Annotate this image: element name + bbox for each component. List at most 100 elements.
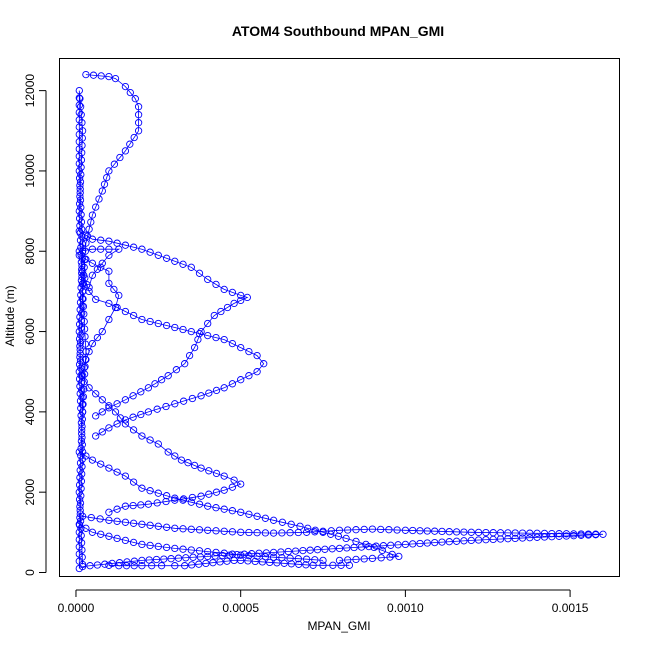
data-point	[97, 530, 105, 538]
data-point	[105, 532, 113, 540]
data-point	[105, 424, 113, 432]
data-point	[96, 515, 104, 523]
data-point	[205, 467, 213, 475]
data-point	[137, 501, 145, 509]
data-point	[253, 529, 261, 537]
data-point	[129, 519, 138, 527]
data-point	[526, 529, 534, 537]
data-point	[220, 384, 228, 392]
data-point	[75, 535, 83, 544]
data-point	[162, 492, 171, 500]
data-point	[327, 527, 335, 535]
data-point	[253, 512, 261, 520]
data-point	[218, 551, 227, 560]
data-point	[75, 174, 84, 182]
data-point	[592, 531, 600, 539]
data-point	[394, 541, 402, 549]
data-point	[75, 550, 83, 558]
data-point	[162, 321, 171, 330]
data-point	[92, 295, 100, 304]
data-point	[86, 562, 94, 570]
data-point	[204, 526, 212, 534]
data-point	[360, 555, 368, 563]
data-point	[105, 299, 113, 308]
data-point	[302, 528, 311, 536]
data-point	[81, 340, 90, 348]
data-point	[88, 528, 97, 536]
data-point	[126, 140, 134, 148]
data-point	[88, 211, 97, 219]
data-point	[304, 524, 312, 532]
data-point	[115, 245, 123, 253]
data-point	[157, 562, 166, 570]
data-point	[188, 493, 197, 502]
data-point	[79, 295, 87, 303]
data-point	[342, 534, 350, 543]
data-point	[153, 499, 161, 507]
data-point	[76, 95, 84, 103]
data-point	[409, 526, 417, 535]
data-point	[154, 522, 162, 530]
data-point	[146, 521, 154, 529]
data-point	[116, 414, 125, 422]
data-point	[212, 469, 221, 478]
data-point	[164, 372, 172, 380]
data-point	[77, 331, 85, 339]
data-point	[228, 550, 237, 558]
data-point	[171, 562, 179, 570]
data-point	[105, 508, 113, 516]
data-point	[401, 526, 410, 534]
data-point	[138, 484, 146, 492]
data-point	[95, 195, 103, 203]
data-point	[171, 400, 179, 408]
data-point	[105, 279, 113, 288]
x-axis: 0.0000 0.0005 0.0010 0.0015	[58, 589, 589, 615]
data-point	[82, 70, 90, 79]
data-point	[77, 163, 85, 171]
data-point	[134, 111, 143, 119]
data-point	[188, 561, 196, 569]
data-point	[88, 245, 97, 253]
data-point	[253, 552, 261, 560]
data-point	[76, 466, 84, 474]
data-point	[105, 72, 113, 81]
data-point	[77, 218, 86, 226]
data-point	[146, 248, 154, 256]
data-point	[105, 404, 113, 412]
data-point	[78, 415, 86, 423]
x-tick-label: 0.0000	[58, 601, 95, 615]
data-point	[467, 528, 475, 536]
data-point	[526, 534, 534, 542]
data-point	[78, 372, 87, 380]
data-point	[474, 536, 483, 544]
data-point	[78, 262, 86, 270]
data-point	[212, 527, 220, 535]
data-point	[97, 236, 105, 244]
y-tick-label: 8000	[23, 238, 37, 265]
data-point	[212, 333, 220, 342]
data-point	[260, 360, 268, 368]
data-point	[230, 476, 238, 484]
data-point	[129, 392, 137, 400]
data-point	[75, 528, 83, 536]
data-point	[261, 529, 270, 537]
data-point	[134, 103, 143, 111]
data-point	[110, 285, 118, 294]
series-line	[79, 254, 242, 513]
data-point	[299, 546, 307, 555]
data-point	[88, 271, 97, 279]
data-point	[78, 426, 86, 434]
data-point	[187, 498, 195, 506]
data-point	[76, 502, 84, 511]
data-point	[76, 338, 85, 347]
data-point	[387, 541, 395, 549]
data-point	[195, 526, 204, 534]
data-point	[76, 185, 84, 193]
data-point	[245, 510, 253, 518]
data-point	[80, 385, 88, 393]
data-point	[76, 473, 84, 482]
data-point	[306, 546, 314, 554]
data-point	[111, 74, 120, 83]
data-point	[204, 552, 212, 561]
data-point	[179, 545, 187, 553]
